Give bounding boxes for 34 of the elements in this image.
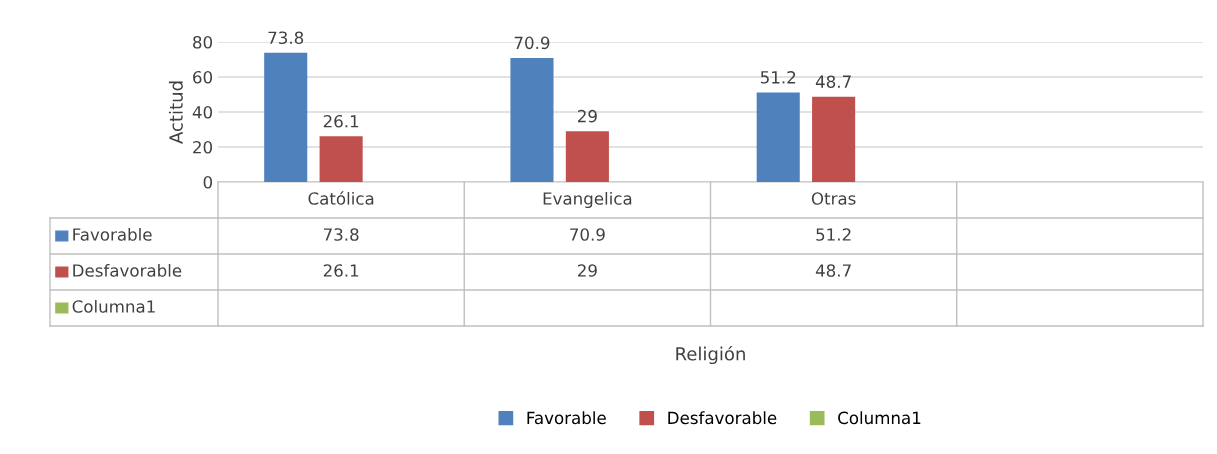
- y-tick-label: 0: [203, 175, 213, 189]
- x-tick-label: Católica: [308, 191, 374, 205]
- legend-label: Columna1: [72, 299, 155, 313]
- text: Religión: [676, 345, 745, 365]
- data-label: 48.7: [815, 75, 851, 88]
- text: Favorable: [527, 411, 606, 425]
- bar: [756, 92, 800, 182]
- text: 26.1: [323, 264, 359, 277]
- data-label: 29: [577, 109, 597, 123]
- data-label: 70.9: [514, 36, 550, 50]
- y-tick-label: 60: [193, 70, 213, 84]
- text: 48.7: [815, 264, 851, 277]
- text: 73.8: [323, 228, 359, 241]
- text: 29: [577, 264, 597, 277]
- text: Columna1: [838, 411, 921, 425]
- bar: [510, 57, 554, 182]
- legend-label: Favorable: [73, 227, 152, 241]
- y-tick-label: 40: [192, 105, 213, 119]
- data-label: 51.2: [760, 71, 796, 84]
- bar: [565, 131, 609, 182]
- bar: [319, 136, 363, 182]
- legend-label: Desfavorable: [73, 263, 182, 277]
- data-label: 26.1: [323, 114, 359, 128]
- y-axis-title: Actitud: [168, 81, 183, 144]
- x-tick-label: Evangelica: [543, 191, 632, 209]
- text: 51.2: [816, 228, 851, 241]
- bar: [812, 96, 856, 182]
- y-tick-label: 80: [193, 35, 213, 49]
- text: Desfavorable: [668, 411, 777, 425]
- x-tick-label: Otras: [811, 192, 856, 205]
- y-tick-label: 20: [193, 140, 213, 154]
- data-label: 73.8: [268, 31, 304, 45]
- bar: [264, 52, 308, 182]
- text: 70.9: [570, 228, 605, 241]
